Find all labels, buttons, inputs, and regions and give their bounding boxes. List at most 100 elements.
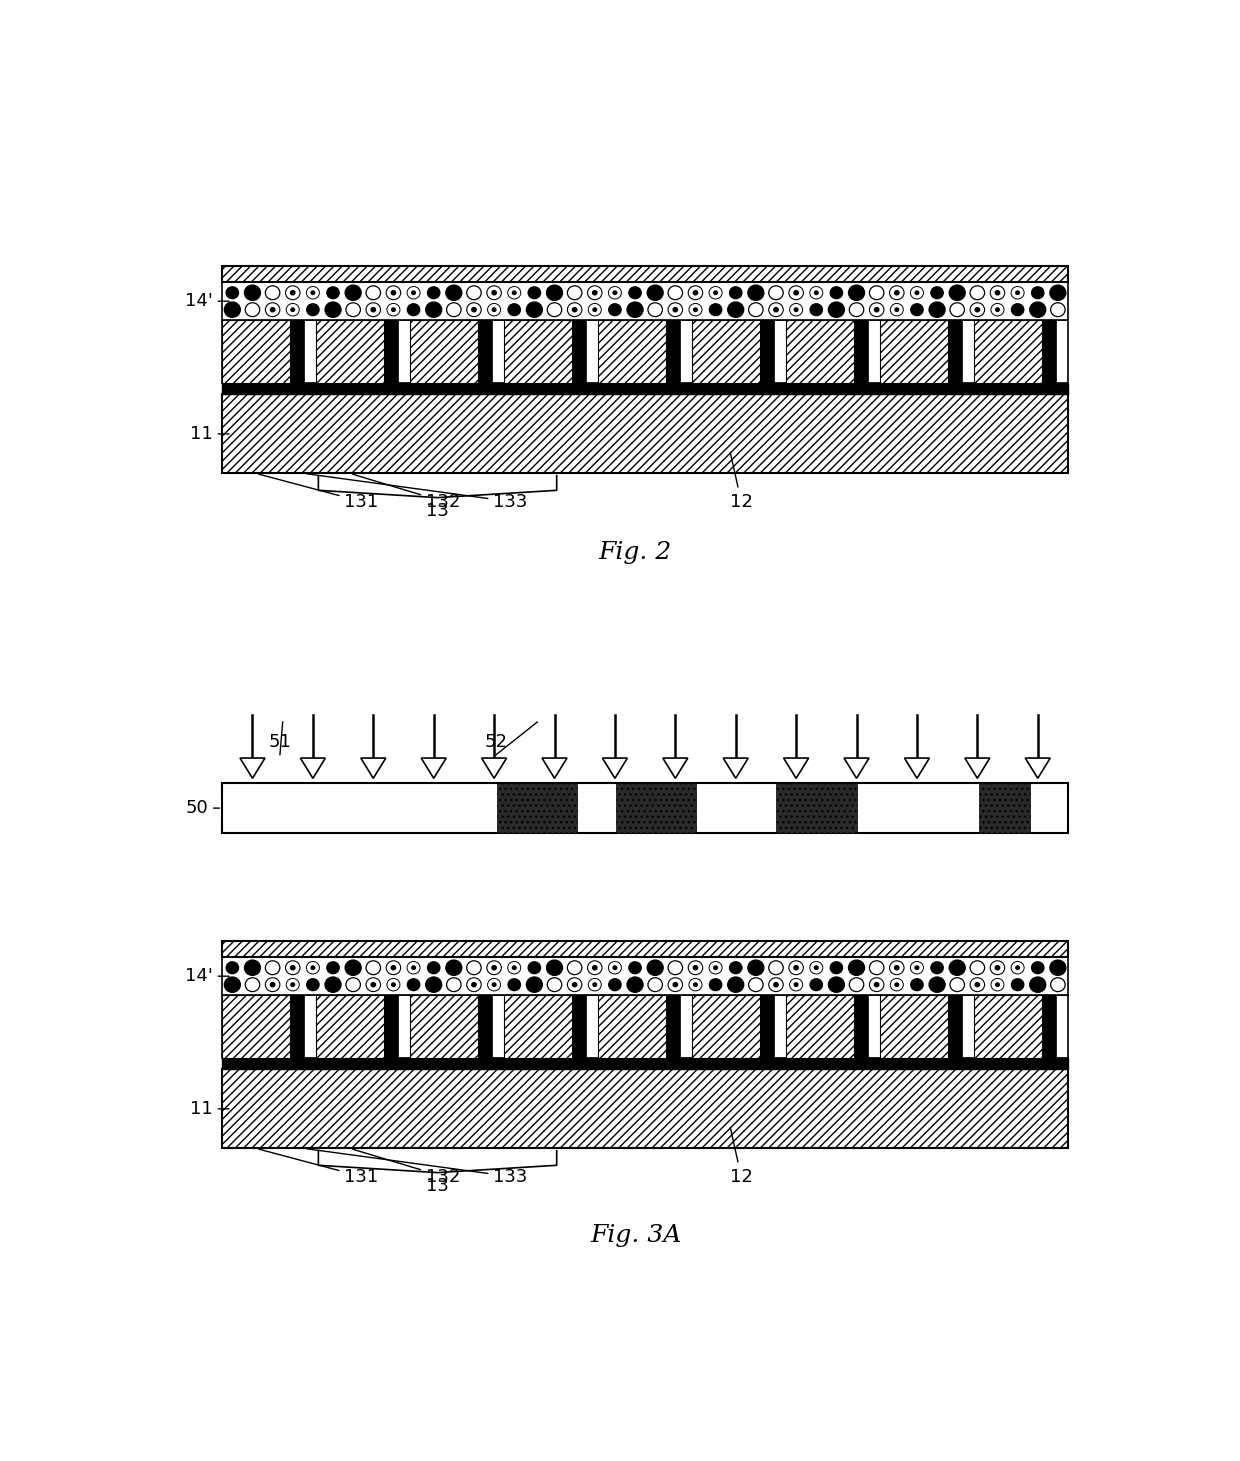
Bar <box>786 995 853 1058</box>
Ellipse shape <box>894 291 899 295</box>
Polygon shape <box>300 758 325 779</box>
Bar <box>760 320 774 383</box>
Ellipse shape <box>1012 304 1024 316</box>
Ellipse shape <box>774 308 779 311</box>
Ellipse shape <box>647 960 663 976</box>
Ellipse shape <box>929 977 945 992</box>
Ellipse shape <box>392 291 396 295</box>
Ellipse shape <box>224 302 241 317</box>
Text: 51: 51 <box>269 733 291 751</box>
Ellipse shape <box>1029 977 1045 992</box>
Polygon shape <box>542 758 567 779</box>
Bar <box>666 995 680 1058</box>
Polygon shape <box>361 758 386 779</box>
Ellipse shape <box>815 966 818 970</box>
Ellipse shape <box>996 308 999 311</box>
Ellipse shape <box>728 302 744 317</box>
Ellipse shape <box>325 977 341 992</box>
Ellipse shape <box>975 308 980 311</box>
Ellipse shape <box>492 966 496 970</box>
Ellipse shape <box>709 979 722 991</box>
Bar <box>290 320 304 383</box>
Text: 11: 11 <box>190 1100 229 1118</box>
Text: 50: 50 <box>185 799 219 817</box>
Ellipse shape <box>1016 966 1019 970</box>
Text: 131: 131 <box>259 1150 378 1185</box>
Ellipse shape <box>446 960 461 976</box>
Bar <box>316 320 384 383</box>
Ellipse shape <box>306 979 319 991</box>
Ellipse shape <box>311 966 315 970</box>
Bar <box>505 995 572 1058</box>
Ellipse shape <box>527 302 542 317</box>
Text: 11: 11 <box>190 425 229 443</box>
Bar <box>222 995 290 1058</box>
Ellipse shape <box>573 308 577 311</box>
Polygon shape <box>241 758 265 779</box>
Ellipse shape <box>408 979 419 991</box>
Bar <box>384 320 398 383</box>
Ellipse shape <box>794 966 799 970</box>
Bar <box>666 320 680 383</box>
Bar <box>222 383 1068 394</box>
Ellipse shape <box>547 960 563 976</box>
Ellipse shape <box>647 285 663 301</box>
Text: 131: 131 <box>259 475 378 510</box>
Bar <box>692 995 760 1058</box>
Ellipse shape <box>915 966 919 970</box>
Ellipse shape <box>609 979 621 991</box>
Ellipse shape <box>371 308 376 311</box>
Bar <box>880 995 947 1058</box>
Ellipse shape <box>291 983 295 986</box>
Bar <box>410 320 477 383</box>
Text: 132: 132 <box>352 475 460 510</box>
Polygon shape <box>844 758 869 779</box>
Ellipse shape <box>996 291 999 295</box>
Bar <box>222 282 1068 320</box>
Ellipse shape <box>748 960 764 976</box>
Ellipse shape <box>815 291 818 295</box>
Ellipse shape <box>693 983 697 986</box>
Ellipse shape <box>774 983 779 986</box>
Bar <box>222 1069 1068 1148</box>
Polygon shape <box>663 758 688 779</box>
Ellipse shape <box>593 308 596 311</box>
Ellipse shape <box>895 983 899 986</box>
Text: 52: 52 <box>485 733 507 751</box>
Text: 12: 12 <box>730 453 753 510</box>
Bar <box>980 783 1030 833</box>
Ellipse shape <box>547 285 563 301</box>
Bar <box>497 783 578 833</box>
Ellipse shape <box>828 302 844 317</box>
Ellipse shape <box>831 286 842 298</box>
Ellipse shape <box>950 285 965 301</box>
Bar <box>477 320 492 383</box>
Text: 13: 13 <box>427 1176 449 1195</box>
Ellipse shape <box>795 308 797 311</box>
Ellipse shape <box>894 966 899 970</box>
Ellipse shape <box>693 308 697 311</box>
Ellipse shape <box>831 961 842 973</box>
Ellipse shape <box>412 966 415 970</box>
Text: 13: 13 <box>427 501 449 520</box>
Ellipse shape <box>244 285 260 301</box>
Bar <box>973 995 1042 1058</box>
Bar <box>384 995 398 1058</box>
Bar <box>505 320 572 383</box>
Ellipse shape <box>412 291 415 295</box>
Bar <box>880 320 947 383</box>
Ellipse shape <box>291 308 295 311</box>
Bar <box>853 320 868 383</box>
Bar <box>1042 995 1055 1058</box>
Bar <box>572 995 587 1058</box>
Bar <box>973 320 1042 383</box>
Ellipse shape <box>471 308 476 311</box>
Ellipse shape <box>471 983 476 986</box>
Ellipse shape <box>428 286 440 298</box>
Bar <box>290 995 304 1058</box>
Ellipse shape <box>729 961 742 973</box>
Ellipse shape <box>512 966 516 970</box>
Ellipse shape <box>392 308 396 311</box>
Polygon shape <box>723 758 748 779</box>
Ellipse shape <box>929 302 945 317</box>
